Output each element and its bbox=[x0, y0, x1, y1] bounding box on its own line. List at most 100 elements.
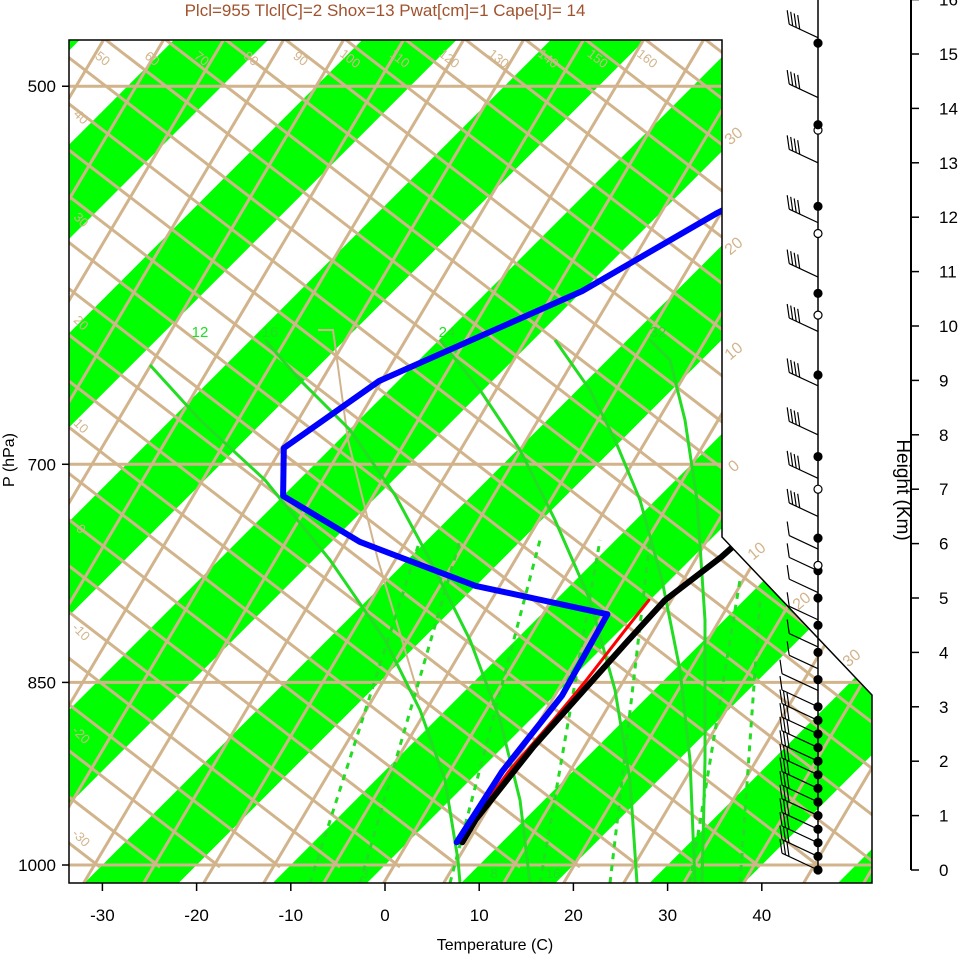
x-tick-label: 0 bbox=[380, 906, 389, 925]
height-tick-label: 7 bbox=[939, 480, 948, 499]
wind-barb-feather bbox=[786, 10, 790, 25]
wind-barb bbox=[781, 689, 819, 708]
wind-barb-feather bbox=[797, 493, 801, 508]
height-tick-label: 6 bbox=[939, 535, 948, 554]
wind-barb bbox=[781, 703, 819, 721]
dry-adiabat-line bbox=[69, 40, 782, 883]
wind-barb-feather bbox=[786, 450, 790, 465]
wind-barb bbox=[788, 556, 819, 572]
dry-adiabat-line bbox=[69, 40, 722, 883]
wind-barb-feather bbox=[786, 760, 790, 775]
height-tick-label: 5 bbox=[939, 589, 948, 608]
mixing-ratio-line bbox=[308, 539, 422, 883]
wind-barb-feather bbox=[786, 774, 790, 789]
height-tick-label: 16 bbox=[939, 0, 958, 10]
wind-barb bbox=[781, 839, 819, 857]
wind-barb-feather bbox=[786, 521, 790, 536]
chart-title: Plcl=955 Tlcl[C]=2 Shox=13 Pwat[cm]=1 Ca… bbox=[185, 1, 586, 20]
wind-level-dot bbox=[813, 851, 823, 862]
plot-border bbox=[68, 39, 873, 884]
dry-adiabat-line bbox=[598, 40, 872, 883]
wind-barb-feather bbox=[786, 407, 790, 422]
wind-level-dot bbox=[813, 742, 823, 753]
wind-barb bbox=[788, 83, 819, 99]
wind-level-dot bbox=[813, 838, 823, 848]
wind-level-dot bbox=[813, 533, 823, 543]
dry-adiabat-line bbox=[439, 40, 872, 869]
moist-adiabat-curve bbox=[438, 339, 639, 883]
wind-barb-feather bbox=[793, 492, 797, 507]
wind-barb-feather bbox=[786, 692, 790, 707]
wind-barb-feather bbox=[779, 771, 783, 786]
wind-level-dot bbox=[813, 120, 823, 130]
wind-barb-feather bbox=[790, 359, 794, 375]
x-tick-label: 40 bbox=[752, 906, 771, 925]
wind-barb bbox=[781, 784, 819, 803]
wind-barb-feather bbox=[786, 706, 790, 721]
height-tick-label: 13 bbox=[939, 154, 958, 173]
wind-barb bbox=[781, 771, 819, 789]
isotherm-label: -10 bbox=[69, 620, 93, 644]
wind-barb bbox=[788, 535, 819, 550]
wind-barb-feather bbox=[779, 798, 783, 813]
dry-adiabat-line bbox=[379, 40, 872, 869]
wind-barb-feather bbox=[782, 745, 787, 760]
y-tick-label: 700 bbox=[28, 455, 56, 474]
wind-level-dot bbox=[813, 729, 823, 739]
dry-adiabat-line bbox=[118, 40, 872, 883]
wind-barb bbox=[788, 317, 819, 332]
wind-barb bbox=[788, 371, 819, 387]
isotherm-label: 30 bbox=[722, 124, 747, 149]
dry-adiabat-line bbox=[478, 40, 872, 883]
dry-adiabat-line bbox=[499, 40, 872, 869]
y-axis-label: P (hPa) bbox=[1, 433, 18, 487]
wind-barb-feather bbox=[779, 659, 783, 674]
wind-level-dot bbox=[813, 38, 823, 48]
wind-barb-feather bbox=[793, 361, 797, 376]
wind-barb-feather bbox=[786, 641, 790, 656]
wind-level-dot bbox=[813, 560, 823, 570]
height-tick-label: 9 bbox=[939, 371, 948, 390]
wind-barb bbox=[788, 148, 819, 164]
wind-barb-feather bbox=[782, 827, 787, 842]
wind-barb-feather bbox=[786, 828, 790, 843]
wind-barb-feather bbox=[782, 704, 787, 719]
dry-adiabat-line bbox=[69, 40, 401, 869]
wind-barb-feather bbox=[786, 747, 790, 762]
isotherm-label: 30 bbox=[840, 646, 865, 671]
mixing-ratio-line bbox=[538, 539, 602, 883]
y-tick-label: 500 bbox=[28, 77, 56, 96]
mixing-ratio-line bbox=[608, 539, 652, 883]
wind-barb-feather bbox=[786, 565, 790, 580]
wind-barb-feather bbox=[790, 305, 794, 320]
moist-adiabat-label: 16 bbox=[262, 324, 279, 341]
dry-adiabat-line bbox=[69, 40, 581, 869]
wind-barb-feather bbox=[779, 825, 783, 840]
height-tick-label: 0 bbox=[939, 861, 948, 880]
isotherm-label: 10 bbox=[722, 339, 747, 364]
dry-adiabat-line bbox=[658, 40, 872, 883]
wind-level-dot bbox=[813, 201, 823, 211]
wind-barb-feather bbox=[786, 195, 790, 210]
dry-adiabat-line bbox=[69, 40, 872, 869]
height-tick-label: 11 bbox=[939, 263, 957, 282]
wind-barb bbox=[788, 578, 819, 594]
wind-barb-feather bbox=[779, 839, 783, 854]
dry-adiabat-line bbox=[69, 40, 872, 883]
wind-barb bbox=[788, 632, 819, 648]
wind-barb bbox=[781, 730, 819, 749]
x-axis-label: Temperature (C) bbox=[437, 937, 553, 954]
wind-barb-feather bbox=[779, 757, 783, 772]
wind-level-dot bbox=[813, 620, 823, 630]
wind-barb bbox=[788, 464, 819, 479]
mixing-ratio-label: 8 bbox=[490, 866, 497, 881]
wind-barb-feather bbox=[786, 135, 790, 150]
x-tick-label: 10 bbox=[470, 906, 489, 925]
wind-barb-feather bbox=[786, 592, 790, 607]
wind-barb-feather bbox=[786, 719, 790, 735]
height-tick-label: 10 bbox=[939, 317, 958, 336]
mixing-ratio-label: 16 bbox=[546, 866, 560, 881]
